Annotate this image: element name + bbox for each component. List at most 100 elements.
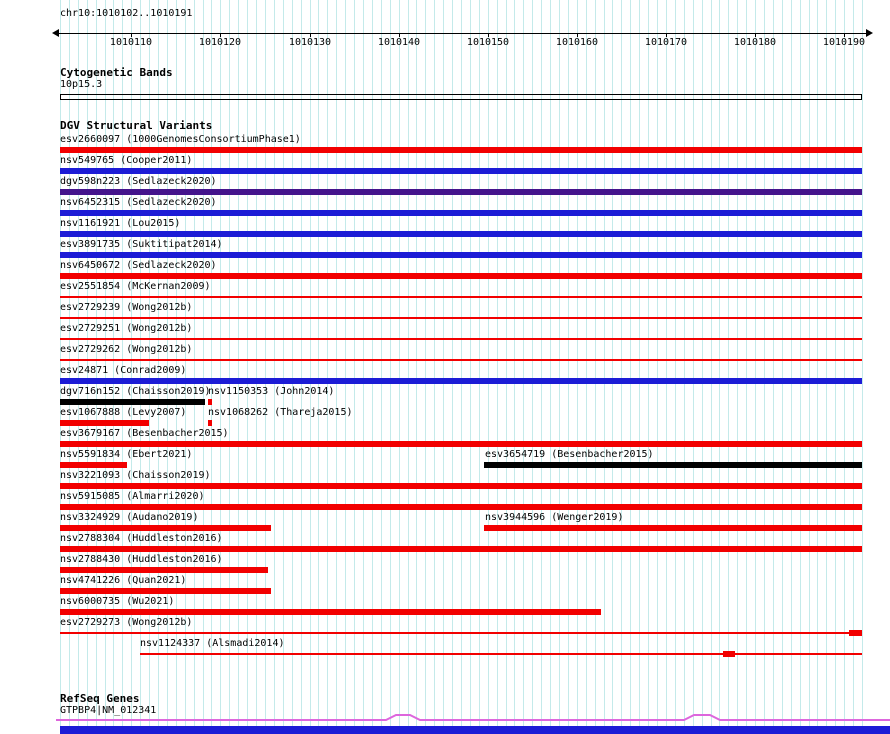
ruler-tick-label: 1010130 [288, 37, 332, 48]
variant-bar[interactable] [60, 525, 271, 531]
gridline [532, 0, 534, 734]
variant-bar[interactable] [60, 588, 271, 594]
variant-bar[interactable] [60, 273, 862, 279]
cytoband-label[interactable]: 10p15.3 [60, 79, 103, 90]
variant-label[interactable]: nsv6450672 (Sedlazeck2020) [60, 260, 217, 271]
variant-label[interactable]: esv2660097 (1000GenomesConsortiumPhase1) [60, 134, 301, 145]
variant-bar[interactable] [60, 420, 149, 426]
variant-bar[interactable] [723, 651, 735, 657]
variant-bar[interactable] [60, 399, 205, 405]
variant-label[interactable]: nsv1150353 (John2014) [208, 386, 335, 397]
variant-label[interactable]: esv3891735 (Suktitipat2014) [60, 239, 223, 250]
gridline [175, 0, 177, 734]
gridline [140, 0, 142, 734]
variant-row: nsv1161921 (Lou2015) [0, 218, 890, 239]
variant-label[interactable]: dgv598n223 (Sedlazeck2020) [60, 176, 217, 187]
gridline [77, 0, 79, 734]
gridline [844, 0, 846, 734]
variant-label[interactable]: nsv6452315 (Sedlazeck2020) [60, 197, 217, 208]
ruler-tick [399, 33, 400, 37]
variant-label[interactable]: esv2551854 (McKernan2009) [60, 281, 211, 292]
variant-bar[interactable] [60, 296, 862, 298]
gridline [728, 0, 730, 734]
variant-row: esv24871 (Conrad2009) [0, 365, 890, 386]
variant-bar[interactable] [60, 567, 268, 573]
variant-label[interactable]: nsv3324929 (Audano2019) [60, 512, 199, 523]
gridline [256, 0, 258, 734]
variant-bar[interactable] [484, 462, 862, 468]
variant-label[interactable]: esv2729262 (Wong2012b) [60, 344, 193, 355]
variant-label[interactable]: dgv716n152 (Chaisson2019) [60, 386, 211, 397]
variant-bar[interactable] [60, 210, 862, 216]
variant-row: esv3679167 (Besenbacher2015) [0, 428, 890, 449]
variant-label[interactable]: esv3654719 (Besenbacher2015) [485, 449, 654, 460]
variant-label[interactable]: nsv549765 (Cooper2011) [60, 155, 193, 166]
bottom-track-bar[interactable] [60, 726, 890, 734]
variant-bar[interactable] [60, 441, 862, 447]
variant-label[interactable]: esv2729239 (Wong2012b) [60, 302, 193, 313]
variant-bar[interactable] [60, 504, 862, 510]
variant-bar[interactable] [60, 462, 127, 468]
variant-label[interactable]: nsv5915085 (Almarri2020) [60, 491, 205, 502]
variant-bar[interactable] [60, 609, 601, 615]
variant-bar[interactable] [60, 546, 862, 552]
variant-label[interactable]: nsv5591834 (Ebert2021) [60, 449, 193, 460]
cytobands-title: Cytogenetic Bands [60, 66, 173, 79]
ruler-tick [755, 33, 756, 37]
variant-row: esv3891735 (Suktitipat2014) [0, 239, 890, 260]
gridline [443, 0, 445, 734]
variant-bar[interactable] [60, 317, 862, 319]
variant-bar[interactable] [60, 632, 862, 634]
variant-bar[interactable] [60, 338, 862, 340]
cytoband-glyph[interactable] [60, 94, 862, 100]
variant-label[interactable]: nsv2788430 (Huddleston2016) [60, 554, 223, 565]
variant-label[interactable]: nsv4741226 (Quan2021) [60, 575, 187, 586]
variant-bar[interactable] [208, 399, 212, 405]
variant-label[interactable]: nsv1161921 (Lou2015) [60, 218, 181, 229]
gridline [122, 0, 124, 734]
variant-bar[interactable] [208, 420, 212, 426]
variant-bar[interactable] [849, 630, 862, 636]
gridline [327, 0, 329, 734]
variant-bar[interactable] [140, 653, 862, 655]
variant-bar[interactable] [60, 252, 862, 258]
gridline [514, 0, 516, 734]
variant-bar[interactable] [60, 231, 862, 237]
variant-bar[interactable] [60, 147, 862, 153]
gridline [719, 0, 721, 734]
ruler-tick [488, 33, 489, 37]
gridline [576, 0, 578, 734]
gridline [380, 0, 382, 734]
gridline [496, 0, 498, 734]
variant-label[interactable]: nsv3944596 (Wenger2019) [485, 512, 624, 523]
variant-row: nsv6000735 (Wu2021) [0, 596, 890, 617]
variant-label[interactable]: esv2729273 (Wong2012b) [60, 617, 193, 628]
variant-label[interactable]: nsv2788304 (Huddleston2016) [60, 533, 223, 544]
refseq-gene-label[interactable]: GTPBP4|NM_012341 [60, 705, 157, 716]
ruler-tick-label: 1010150 [466, 37, 510, 48]
variant-row: nsv549765 (Cooper2011) [0, 155, 890, 176]
variant-label[interactable]: nsv6000735 (Wu2021) [60, 596, 175, 607]
variant-bar[interactable] [60, 168, 862, 174]
variant-bar[interactable] [60, 359, 862, 361]
refseq-gene-glyph[interactable] [0, 713, 890, 725]
variant-label[interactable]: esv2729251 (Wong2012b) [60, 323, 193, 334]
ruler-tick [666, 33, 667, 37]
variant-label[interactable]: esv24871 (Conrad2009) [60, 365, 187, 376]
gridline [665, 0, 667, 734]
variant-label[interactable]: esv1067888 (Levy2007) [60, 407, 187, 418]
variant-bar[interactable] [484, 525, 862, 531]
variant-row: esv2551854 (McKernan2009) [0, 281, 890, 302]
variant-label[interactable]: esv3679167 (Besenbacher2015) [60, 428, 229, 439]
gridline [603, 0, 605, 734]
variant-bar[interactable] [60, 189, 862, 195]
variant-label[interactable]: nsv3221093 (Chaisson2019) [60, 470, 211, 481]
variant-bar[interactable] [60, 378, 862, 384]
variant-label[interactable]: nsv1068262 (Thareja2015) [208, 407, 353, 418]
ruler-tick [131, 33, 132, 37]
gene-line-path [56, 714, 890, 721]
variant-label[interactable]: nsv1124337 (Alsmadi2014) [140, 638, 285, 649]
gridline [639, 0, 641, 734]
gridline [416, 0, 418, 734]
variant-bar[interactable] [60, 483, 862, 489]
